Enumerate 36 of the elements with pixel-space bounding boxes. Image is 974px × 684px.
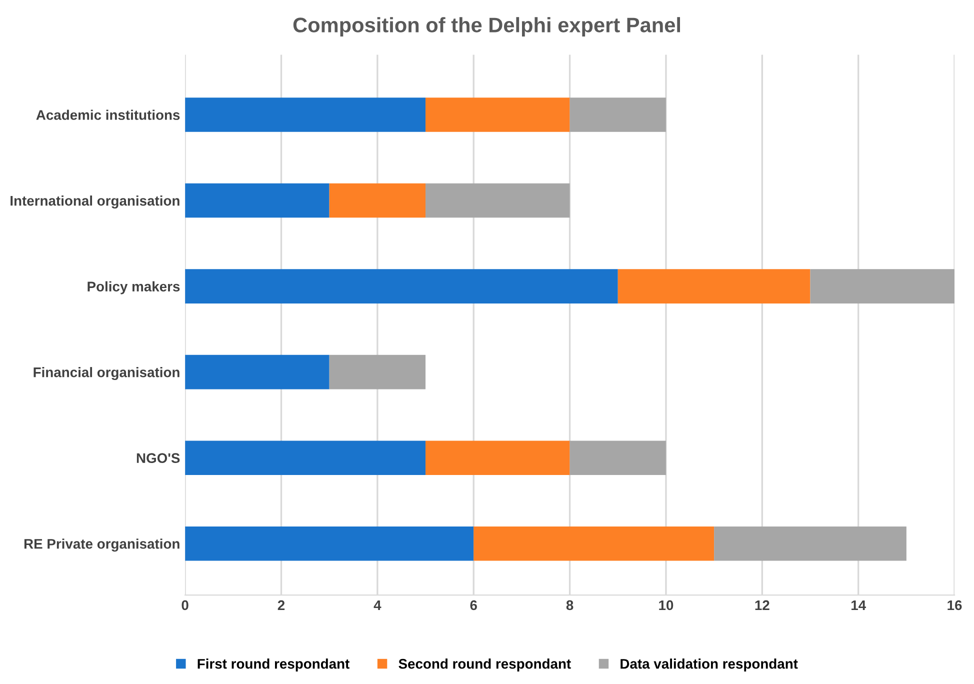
legend-label: Data validation respondant xyxy=(620,658,798,672)
x-tick-label: 14 xyxy=(851,600,866,610)
y-tick-label: Policy makers xyxy=(88,281,180,294)
bar xyxy=(426,98,570,132)
bar xyxy=(426,440,570,475)
x-tick-label: 12 xyxy=(755,600,770,610)
bar xyxy=(185,98,426,132)
bar xyxy=(185,183,330,218)
x-tick-label: 0 xyxy=(182,600,188,610)
bar xyxy=(185,354,330,390)
bar xyxy=(329,354,426,390)
bar xyxy=(570,440,666,475)
chart-title: Composition of the Delphi expert Panel xyxy=(293,17,680,37)
x-tick-label: 8 xyxy=(566,600,574,610)
bar xyxy=(185,526,474,561)
bar xyxy=(570,98,666,132)
bar xyxy=(329,183,426,218)
bar xyxy=(185,269,618,304)
bar xyxy=(426,183,570,218)
y-tick-label: NGO'S xyxy=(136,453,180,464)
y-tick-label: International organisation xyxy=(10,196,180,209)
bar xyxy=(810,269,955,304)
x-tick-label: 16 xyxy=(948,600,962,610)
bar xyxy=(714,526,906,561)
y-tick-label: RE Private organisation xyxy=(24,538,180,552)
x-tick-label: 2 xyxy=(278,600,285,610)
legend-label: Second round respondant xyxy=(398,658,571,672)
x-tick-label: 6 xyxy=(470,600,477,610)
bar xyxy=(185,440,426,475)
legend-label: First round respondant xyxy=(198,658,350,672)
y-tick-label: Academic institutions xyxy=(36,110,180,120)
x-tick-label: 4 xyxy=(374,600,382,610)
y-tick-label: Financial organisation xyxy=(34,367,180,380)
bar xyxy=(474,526,714,561)
bar xyxy=(618,269,810,304)
x-tick-label: 10 xyxy=(659,600,674,610)
